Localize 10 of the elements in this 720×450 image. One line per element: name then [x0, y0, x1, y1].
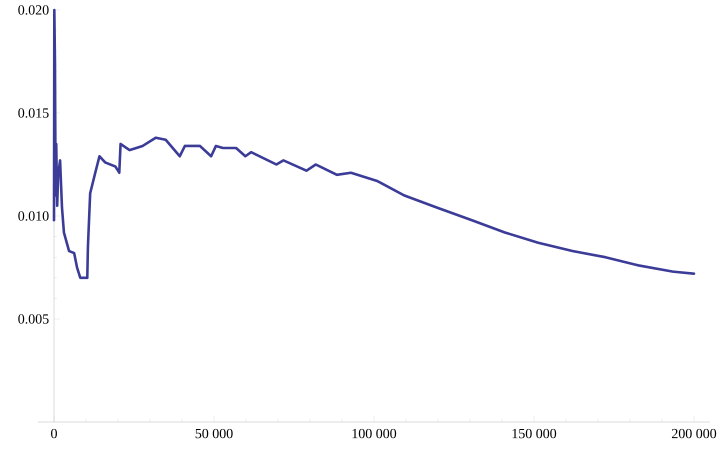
x-tick-label: 50 000 — [196, 428, 233, 438]
y-tick-label: 0.020 — [18, 5, 49, 15]
y-tick-label: 0.015 — [18, 108, 49, 118]
y-tick-label: 0.010 — [18, 211, 49, 221]
x-tick-label: 100 000 — [352, 428, 396, 438]
line-series — [52, 8, 696, 280]
y-tick-label: 0.005 — [18, 314, 49, 324]
x-tick-label: 0 — [51, 428, 57, 438]
x-tick-label: 150 000 — [512, 428, 556, 438]
x-tick-label: 200 000 — [672, 428, 716, 438]
